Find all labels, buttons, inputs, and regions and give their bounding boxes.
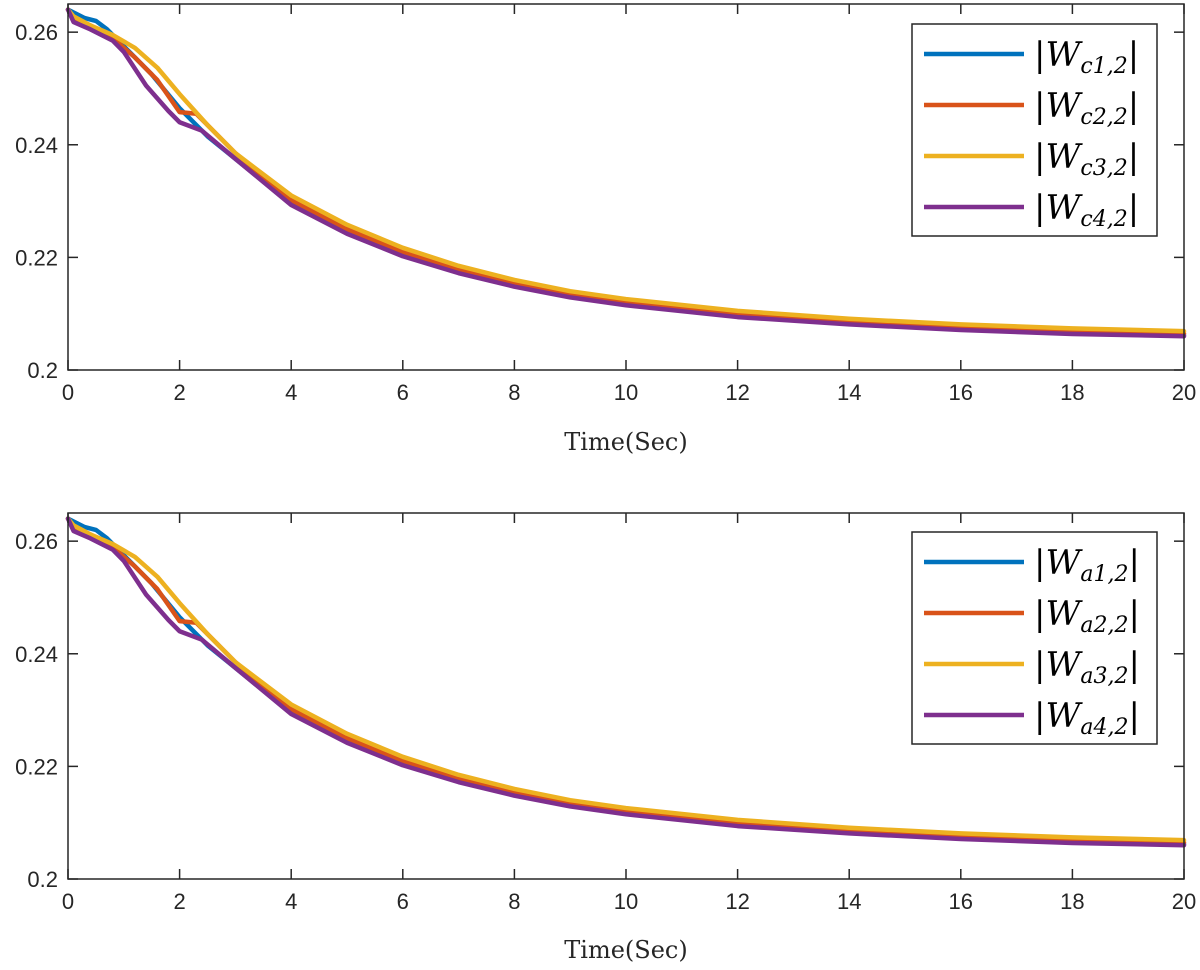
x-tick-label: 0 [62, 889, 74, 914]
legend-entry-3: |Wc3,2| [1034, 137, 1139, 181]
series-line-3 [65, 516, 1187, 843]
legend-bar-right: | [1129, 645, 1140, 685]
actor-weights-chart: 0 2 4 6 8 10 12 14 16 18 20 0.2 0.22 0.24 0.26 Time(Sec… [15, 512, 1196, 964]
legend-subscript: a1,2 [1080, 562, 1128, 587]
x-tick-label: 6 [397, 889, 409, 914]
legend-box [911, 531, 1158, 745]
legend-symbol: W [1045, 188, 1083, 228]
legend-entry-2: |Wc2,2| [1034, 86, 1139, 130]
series-line-2 [65, 7, 1187, 336]
legend-entry-4: |Wc4,2| [1034, 188, 1139, 232]
legend-bar-right: | [1128, 86, 1139, 126]
legend-symbol: W [1045, 137, 1083, 177]
y-tick-label: 0.2 [27, 867, 58, 892]
legend-bar-right: | [1129, 594, 1140, 634]
x-tick-label: 14 [837, 380, 861, 405]
legend-symbol: W [1045, 645, 1083, 685]
legend-subscript: a2,2 [1080, 613, 1128, 638]
x-tick-label: 10 [614, 889, 638, 914]
x-tick-label: 18 [1060, 889, 1084, 914]
legend-bar-right: | [1128, 35, 1139, 75]
y-tick-label: 0.22 [15, 245, 58, 270]
legend-symbol: W [1045, 594, 1083, 634]
series-line-4 [65, 7, 1187, 339]
legend-subscript: c1,2 [1080, 54, 1127, 79]
y-tick-label: 0.24 [15, 642, 58, 667]
legend-bar-left: | [1034, 188, 1045, 228]
legend-bar-right: | [1128, 137, 1139, 177]
legend-symbol: W [1045, 86, 1083, 126]
x-tick-label: 2 [173, 889, 185, 914]
legend-bar-left: | [1034, 35, 1045, 75]
legend-bar-left: | [1034, 696, 1045, 736]
legend-symbol: W [1045, 696, 1083, 736]
y-tick-label: 0.26 [15, 20, 58, 45]
legend-entry-1: |Wa1,2| [1034, 543, 1140, 587]
x-tick-label: 12 [725, 380, 749, 405]
y-tick-label: 0.2 [27, 358, 58, 383]
x-tick-label: 14 [837, 889, 861, 914]
x-tick-label: 12 [725, 889, 749, 914]
x-tick-label: 20 [1172, 889, 1196, 914]
series-line-3 [65, 7, 1187, 334]
y-tick-label: 0.26 [15, 529, 58, 554]
legend-entry-4: |Wa4,2| [1034, 696, 1140, 740]
legend-entry-2: |Wa2,2| [1034, 594, 1140, 638]
legend-subscript: a4,2 [1080, 715, 1128, 740]
x-tick-label: 16 [949, 889, 973, 914]
x-tick-label: 18 [1060, 380, 1084, 405]
x-tick-label: 0 [62, 380, 74, 405]
legend-bar-right: | [1129, 543, 1140, 583]
series-line-2 [65, 516, 1187, 845]
legend-bar-left: | [1034, 543, 1045, 583]
x-tick-label: 2 [173, 380, 185, 405]
legend-entry-1: |Wc1,2| [1034, 35, 1139, 79]
y-tick-label: 0.24 [15, 133, 58, 158]
x-tick-label: 16 [949, 380, 973, 405]
critic-weights-chart: 0 2 4 6 8 10 12 14 16 18 20 0.2 0.22 0.24 0.26 Time(Sec… [15, 3, 1196, 456]
x-tick-label: 20 [1172, 380, 1196, 405]
x-tick-label: 4 [285, 380, 297, 405]
legend-bar-right: | [1129, 696, 1140, 736]
x-tick-label: 6 [397, 380, 409, 405]
x-tick-label: 8 [508, 380, 520, 405]
legend-entry-3: |Wa3,2| [1034, 645, 1140, 689]
legend-bar-left: | [1034, 86, 1045, 126]
legend-bar-left: | [1034, 137, 1045, 177]
legend: |Wc1,2||Wc2,2||Wc3,2||Wc4,2| [911, 23, 1158, 237]
y-tick-label: 0.22 [15, 754, 58, 779]
legend-subscript: c4,2 [1080, 207, 1127, 232]
legend-box [911, 23, 1158, 237]
legend-symbol: W [1045, 35, 1083, 75]
series-line-4 [65, 516, 1187, 848]
x-tick-label: 8 [508, 889, 520, 914]
legend-subscript: a3,2 [1080, 664, 1128, 689]
legend-bar-left: | [1034, 645, 1045, 685]
legend-subscript: c3,2 [1080, 156, 1127, 181]
legend-bar-left: | [1034, 594, 1045, 634]
x-axis-title: Time(Sec) [564, 936, 687, 964]
legend-symbol: W [1045, 543, 1083, 583]
legend-subscript: c2,2 [1080, 105, 1127, 130]
x-tick-label: 4 [285, 889, 297, 914]
legend-bar-right: | [1128, 188, 1139, 228]
x-axis-title: Time(Sec) [564, 428, 687, 456]
legend: |Wa1,2||Wa2,2||Wa3,2||Wa4,2| [911, 531, 1158, 745]
x-tick-label: 10 [614, 380, 638, 405]
